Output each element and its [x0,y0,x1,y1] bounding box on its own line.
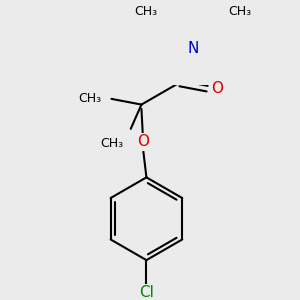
Text: CH₃: CH₃ [78,92,101,105]
Text: N: N [187,41,199,56]
Text: CH₃: CH₃ [100,137,124,150]
Text: CH₃: CH₃ [134,5,157,18]
Text: O: O [211,81,223,96]
Text: Cl: Cl [139,286,154,300]
Text: CH₃: CH₃ [229,5,252,18]
Text: O: O [137,134,149,149]
